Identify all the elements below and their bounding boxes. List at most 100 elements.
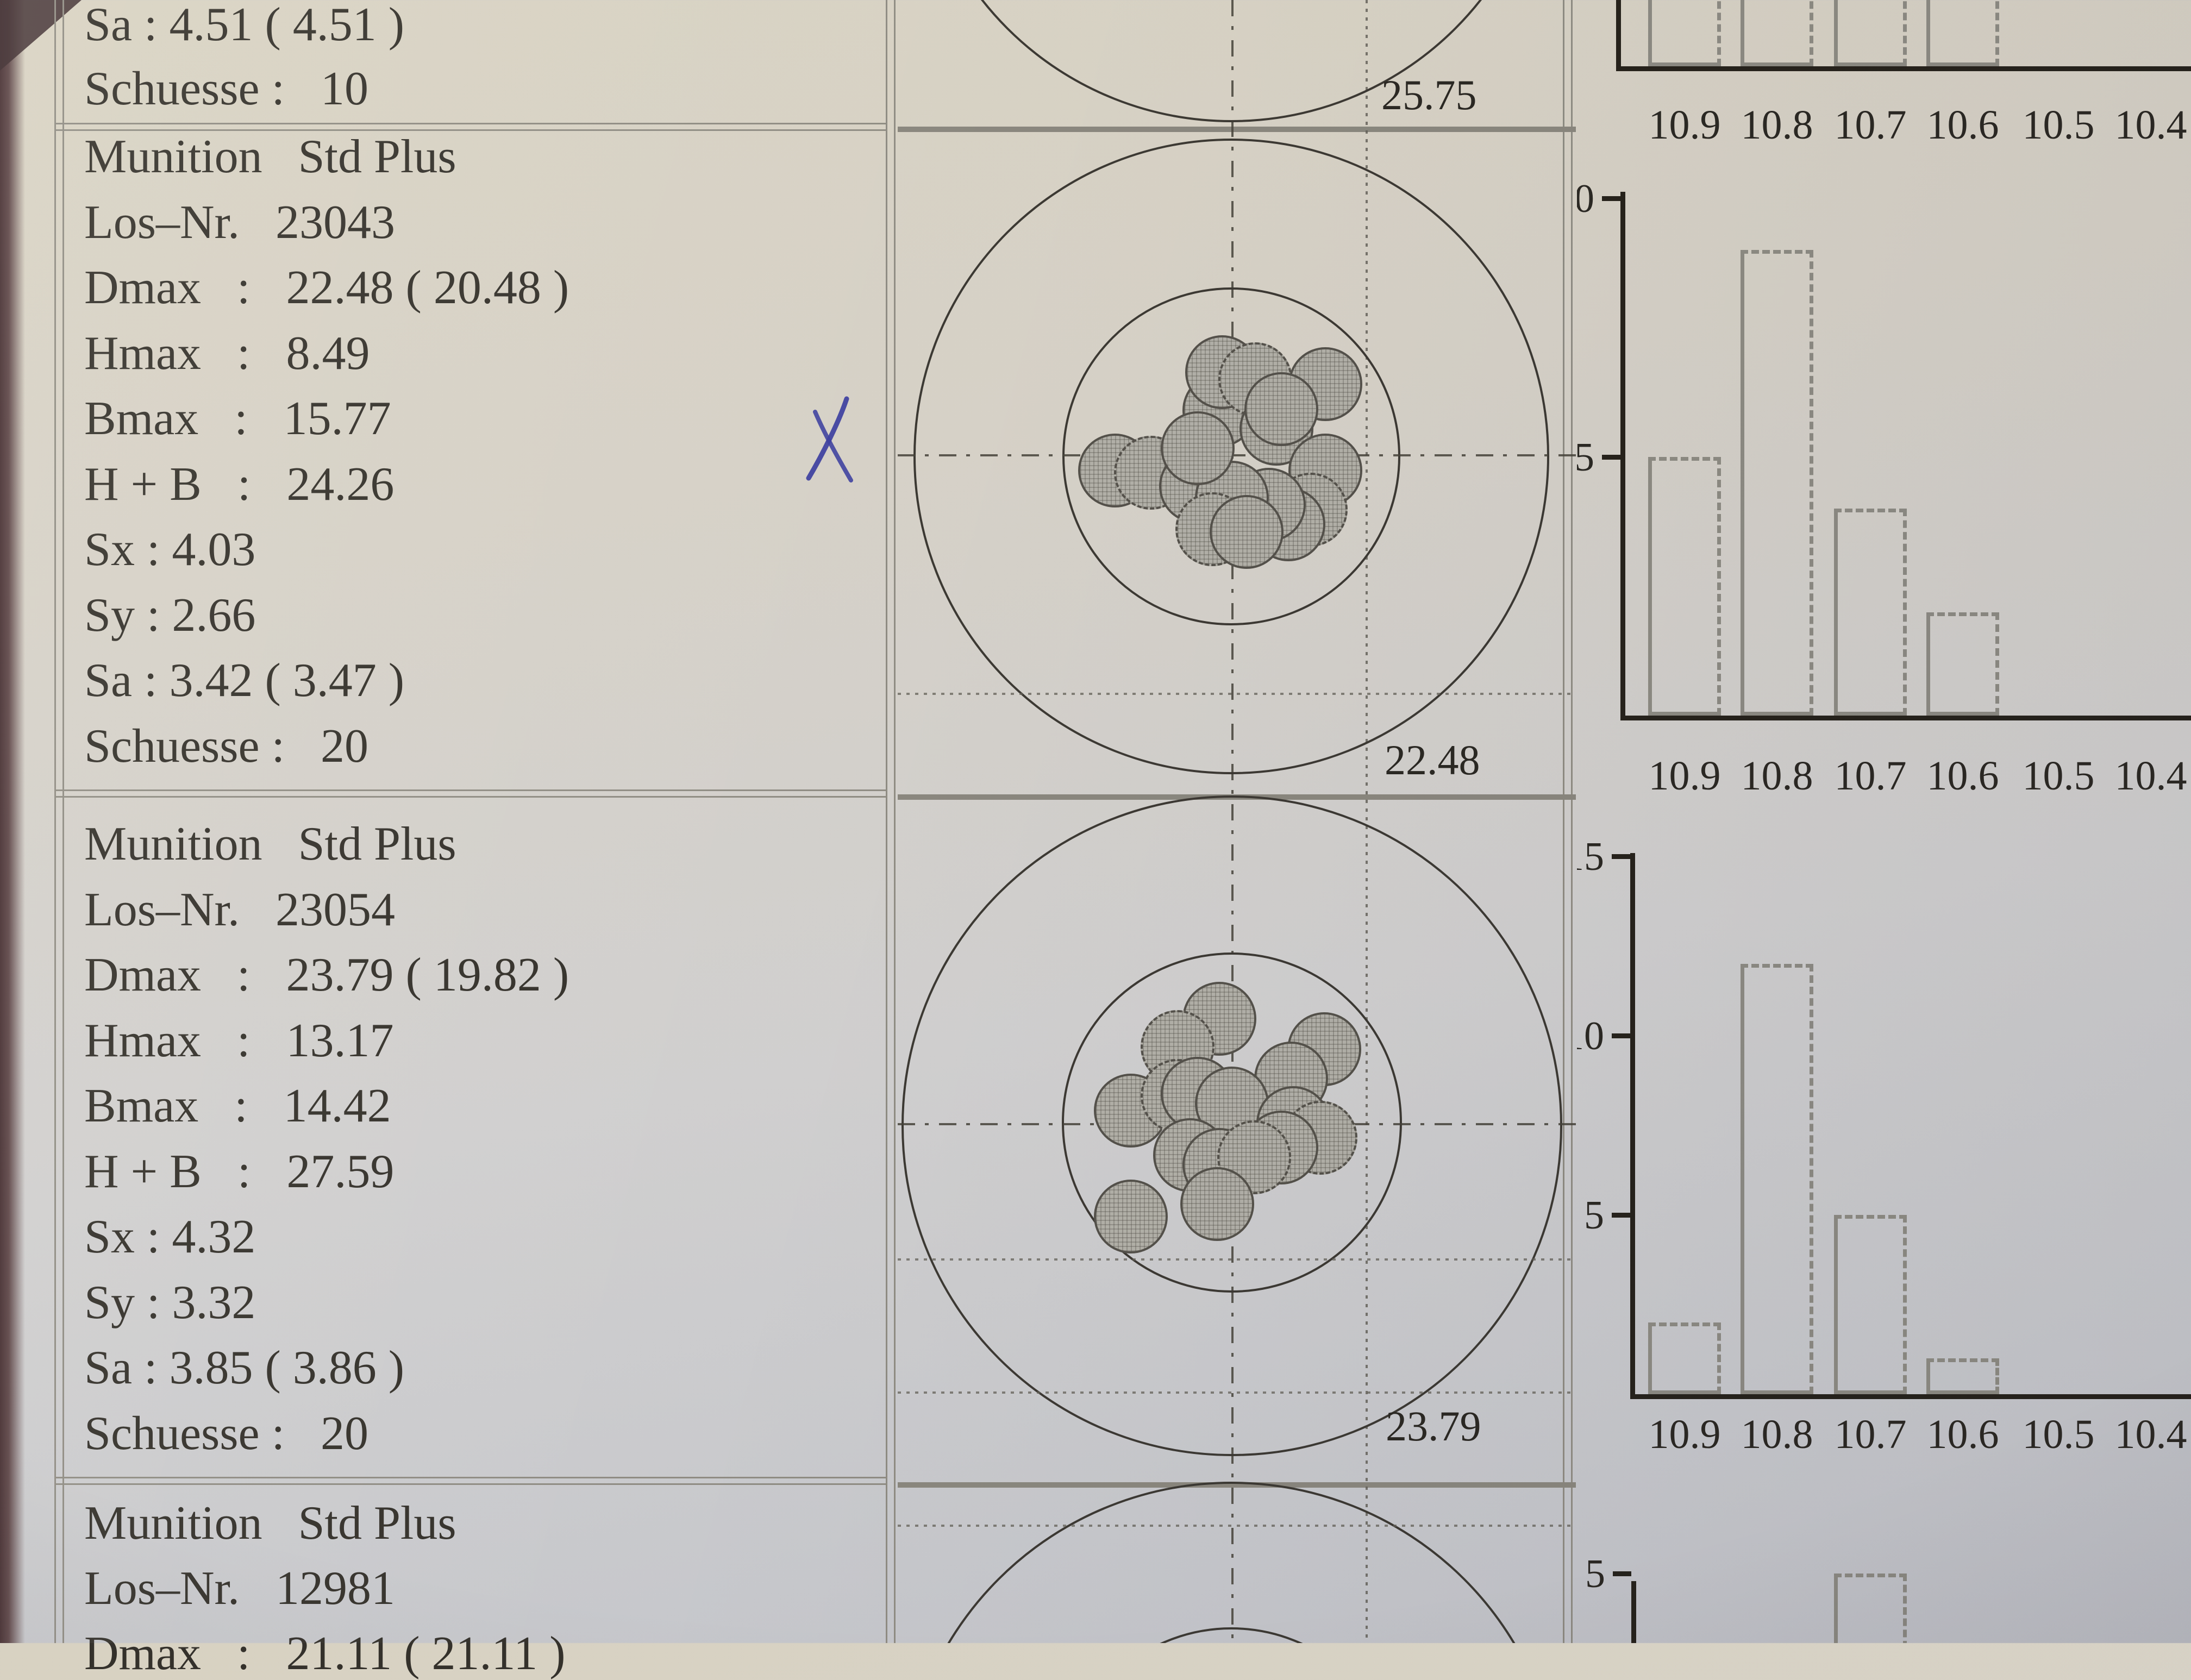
targets-column: 25.75 22.48 23.79 — [898, 0, 1576, 1643]
stats-line: Bmax : 15.77 — [84, 392, 391, 445]
histogram-bar — [1834, 0, 1907, 66]
crosshair-horizontal — [898, 454, 1576, 456]
histogram-tick-label: 10 — [1577, 177, 1594, 221]
row-divider — [54, 796, 886, 798]
histogram-x-tick-label: 10.5 — [2022, 1412, 2095, 1457]
gridline-dotted-horizontal — [898, 693, 1576, 695]
stats-line: Munition Std Plus — [84, 130, 456, 183]
histogram-bar — [1926, 0, 1999, 66]
stats-line: H + B : 24.26 — [84, 457, 395, 511]
target-diameter-label: 25.75 — [1381, 71, 1477, 118]
target-diameter-label: 23.79 — [1386, 1402, 1481, 1450]
stats-line: Dmax : 22.48 ( 20.48 ) — [84, 261, 569, 314]
histogram-bar — [1741, 250, 1813, 716]
stats-line: Munition Std Plus — [84, 818, 456, 870]
stats-line: Sa : 3.42 ( 3.47 ) — [84, 654, 405, 707]
histogram-tick-label: 10 — [1577, 1014, 1604, 1058]
stats-line: Sx : 4.32 — [84, 1211, 256, 1263]
gridline-dotted-horizontal — [898, 1258, 1576, 1261]
histogram-tick — [1602, 455, 1620, 460]
column-divider — [54, 0, 56, 1643]
stats-line: Schuesse : 20 — [84, 719, 369, 773]
row-divider — [54, 789, 886, 791]
histogram-bar — [1834, 1215, 1907, 1394]
shot-hole — [1210, 495, 1284, 569]
histogram-x-tick-label: 10.6 — [1926, 102, 1999, 148]
histogram-tick — [1612, 1033, 1630, 1038]
shot-hole — [1180, 1167, 1254, 1241]
histogram-x-tick-label: 10.7 — [1834, 102, 1907, 148]
histogram-x-tick-label: 10.7 — [1834, 1412, 1907, 1457]
histogram-x-tick-label: 10.8 — [1741, 753, 1813, 799]
histogram-x-axis — [1630, 1394, 2191, 1399]
histogram-y-axis — [1620, 192, 1625, 720]
histogram-tick — [1612, 854, 1630, 859]
histogram-tick-label: 5 — [1585, 1552, 1605, 1596]
row-divider — [54, 129, 886, 131]
column-divider — [1571, 0, 1573, 1643]
stats-line: Sy : 3.32 — [84, 1276, 256, 1329]
stats-line: Schuesse : 20 — [84, 1407, 369, 1460]
row-divider-thick — [898, 127, 1576, 132]
shot-hole — [1094, 1180, 1168, 1253]
histogram-tick — [1613, 1571, 1631, 1576]
row-divider — [54, 1483, 886, 1485]
charts-column: 10.9 10.8 10.7 10.6 10.5 10.4 5 10 10.9 10.8 10.7 1… — [1577, 0, 2191, 1643]
histogram-x-tick-label: 10.9 — [1648, 102, 1721, 148]
stats-line: Los–Nr. 23043 — [84, 196, 395, 249]
histogram-x-tick-label: 10.7 — [1834, 753, 1907, 799]
stats-line: Hmax : 13.17 — [84, 1014, 394, 1067]
target-outer-ring — [901, 1482, 1562, 1643]
histogram-x-axis — [1620, 716, 2191, 720]
column-divider — [886, 0, 887, 1643]
gridline-dotted-vertical — [1366, 0, 1368, 1643]
row-divider — [54, 1477, 886, 1478]
histogram-bar — [1834, 509, 1907, 716]
histogram-bar — [1926, 1358, 1999, 1394]
histogram-y-axis — [1631, 1581, 1636, 1643]
histogram-bar — [1648, 1322, 1721, 1394]
photo-edge-shadow — [0, 0, 25, 1643]
histogram-x-tick-label: 10.6 — [1926, 753, 1999, 799]
histogram-x-tick-label: 10.4 — [2114, 102, 2187, 148]
column-divider — [62, 0, 64, 1643]
stats-line: Dmax : 23.79 ( 19.82 ) — [84, 949, 569, 1001]
histogram-tick-label: 15 — [1577, 835, 1604, 879]
stats-line: Hmax : 8.49 — [84, 327, 370, 380]
stats-line: Munition Std Plus — [84, 1497, 456, 1550]
stats-line: Sa : 3.85 ( 3.86 ) — [84, 1342, 405, 1394]
stats-line: Bmax : 14.42 — [84, 1080, 391, 1132]
gridline-dotted-horizontal — [898, 1391, 1576, 1394]
column-divider — [894, 0, 896, 1643]
stats-line: Sa : 4.51 ( 4.51 ) — [84, 0, 405, 51]
target-inner-ring — [1062, 287, 1400, 625]
histogram-y-axis — [1630, 853, 1635, 1399]
histogram-x-tick-label: 10.8 — [1741, 102, 1813, 148]
target-outer-ring — [902, 795, 1562, 1456]
histogram-bar — [1926, 612, 1999, 716]
histogram-tick — [1602, 196, 1620, 201]
histogram-tick-label: 5 — [1577, 435, 1594, 480]
histogram-x-tick-label: 10.5 — [2022, 753, 2095, 799]
stats-line: Schuesse : 10 — [84, 62, 369, 115]
histogram-x-tick-label: 10.8 — [1741, 1412, 1813, 1457]
target-diameter-label: 22.48 — [1385, 736, 1480, 783]
histogram-tick — [1612, 1213, 1630, 1218]
histogram-bar — [1648, 0, 1721, 66]
shot-hole — [1161, 411, 1235, 485]
histogram-y-axis — [1616, 0, 1621, 71]
column-divider — [1563, 0, 1564, 1643]
stats-line: Sy : 2.66 — [84, 588, 256, 642]
stats-line: Los–Nr. 23054 — [84, 883, 395, 936]
histogram-bar — [1834, 1574, 1907, 1643]
stats-line: H + B : 27.59 — [84, 1145, 395, 1198]
stats-line: Sx : 4.03 — [84, 523, 256, 576]
histogram-bar — [1648, 457, 1721, 716]
histogram-x-tick-label: 10.4 — [2114, 753, 2187, 799]
target-inner-ring — [1062, 952, 1402, 1293]
histogram-x-tick-label: 10.4 — [2114, 1412, 2187, 1457]
histogram-x-axis — [1616, 66, 2191, 71]
target-outer-ring — [913, 139, 1549, 774]
row-divider — [54, 123, 886, 124]
